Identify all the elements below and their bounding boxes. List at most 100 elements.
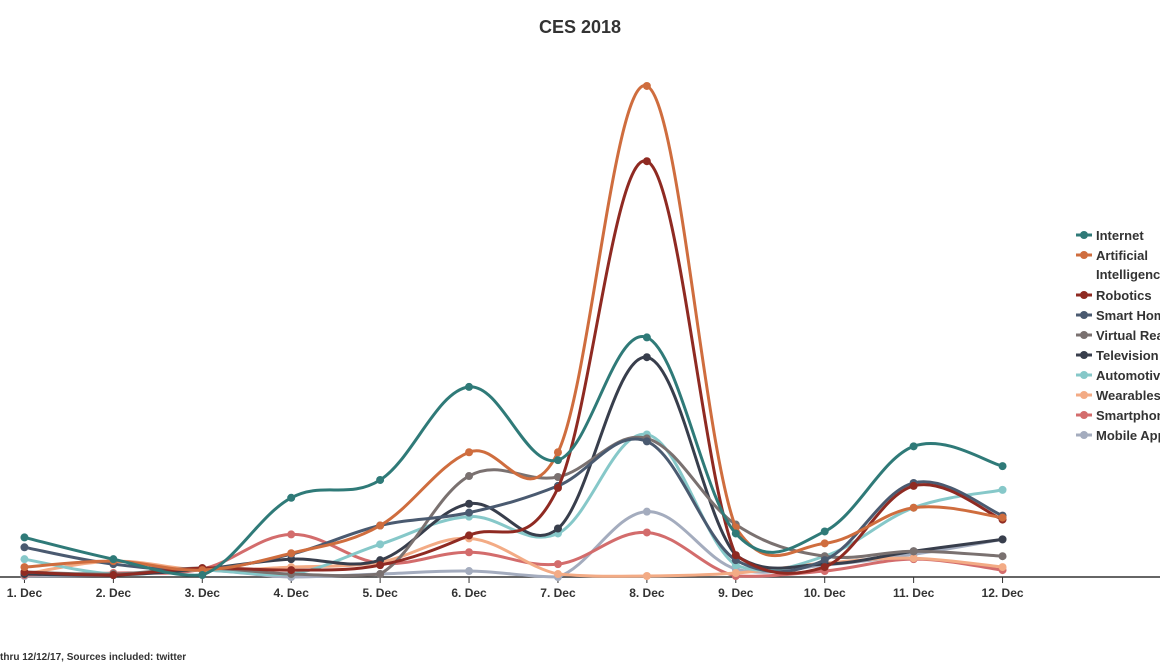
data-point[interactable] <box>642 81 651 90</box>
legend-symbol-marker <box>1080 371 1088 379</box>
data-point[interactable] <box>998 563 1007 572</box>
data-point[interactable] <box>731 569 740 578</box>
data-point[interactable] <box>998 485 1007 494</box>
data-point[interactable] <box>820 539 829 548</box>
x-tick-label: 9. Dec <box>718 586 754 600</box>
data-point[interactable] <box>20 533 29 542</box>
legend-item-wearables[interactable]: Wearables <box>1076 388 1160 403</box>
data-point[interactable] <box>287 549 296 558</box>
series-layer <box>20 81 1007 581</box>
data-point[interactable] <box>553 456 562 465</box>
data-point[interactable] <box>553 560 562 569</box>
legend-symbol-marker <box>1080 391 1088 399</box>
data-point[interactable] <box>998 535 1007 544</box>
legend-label: Wearables <box>1096 388 1160 403</box>
data-point[interactable] <box>642 353 651 362</box>
series-robotics <box>20 157 1007 580</box>
legend-label: Smartphones <box>1096 408 1160 423</box>
data-point[interactable] <box>909 547 918 556</box>
legend-item-internet[interactable]: Internet <box>1076 228 1144 243</box>
data-point[interactable] <box>465 448 474 457</box>
data-point[interactable] <box>287 566 296 575</box>
data-point[interactable] <box>553 524 562 533</box>
chart-title: CES 2018 <box>539 17 621 37</box>
data-point[interactable] <box>376 561 385 570</box>
legend-item-automotive[interactable]: Automotive <box>1076 368 1160 383</box>
series-smart-home <box>20 437 1007 574</box>
data-point[interactable] <box>465 472 474 481</box>
data-point[interactable] <box>642 157 651 166</box>
legend-symbol-marker <box>1080 331 1088 339</box>
legend-label: Virtual Reality <box>1096 328 1160 343</box>
data-point[interactable] <box>287 530 296 539</box>
legend-label: Internet <box>1096 228 1144 243</box>
legend-symbol-marker <box>1080 411 1088 419</box>
data-point[interactable] <box>376 475 385 484</box>
legend[interactable]: Internet Artificial Intelligence Robotics Sm… <box>1076 228 1160 443</box>
x-tick-label: 2. Dec <box>96 586 132 600</box>
data-point[interactable] <box>553 473 562 482</box>
legend-symbol-marker <box>1080 231 1088 239</box>
legend-item-robotics[interactable]: Robotics <box>1076 288 1152 303</box>
data-point[interactable] <box>465 548 474 557</box>
data-point[interactable] <box>465 531 474 540</box>
series-television <box>20 353 1007 580</box>
legend-symbol-marker <box>1080 291 1088 299</box>
data-point[interactable] <box>642 437 651 446</box>
legend-label: Intelligence <box>1096 267 1160 282</box>
data-point[interactable] <box>553 448 562 457</box>
data-point[interactable] <box>553 483 562 492</box>
data-point[interactable] <box>820 556 829 565</box>
legend-label: Robotics <box>1096 288 1152 303</box>
data-point[interactable] <box>820 527 829 536</box>
data-point[interactable] <box>909 503 918 512</box>
data-point[interactable] <box>998 552 1007 561</box>
data-point[interactable] <box>642 333 651 342</box>
data-point[interactable] <box>909 442 918 451</box>
data-point[interactable] <box>553 570 562 579</box>
data-point[interactable] <box>642 528 651 537</box>
legend-symbol-marker <box>1080 431 1088 439</box>
legend-item-television[interactable]: Television <box>1076 348 1159 363</box>
data-point[interactable] <box>198 571 207 580</box>
data-point[interactable] <box>287 493 296 502</box>
legend-item-smartphones[interactable]: Smartphones <box>1076 408 1160 423</box>
data-point[interactable] <box>465 382 474 391</box>
data-point[interactable] <box>20 563 29 572</box>
legend-symbol-marker <box>1080 351 1088 359</box>
data-point[interactable] <box>109 571 118 580</box>
legend-item-mobile-apps[interactable]: Mobile Apps <box>1076 428 1160 443</box>
data-point[interactable] <box>820 563 829 572</box>
data-point[interactable] <box>376 540 385 549</box>
legend-item-artificial-intelligence[interactable]: Artificial Intelligence <box>1076 248 1160 282</box>
data-point[interactable] <box>376 521 385 530</box>
data-point[interactable] <box>642 572 651 581</box>
legend-item-smart-home[interactable]: Smart Home <box>1076 308 1160 323</box>
data-point[interactable] <box>465 567 474 576</box>
data-point[interactable] <box>731 551 740 560</box>
x-tick-label: 11. Dec <box>893 586 935 600</box>
legend-label: Smart Home <box>1096 308 1160 323</box>
data-point[interactable] <box>909 554 918 563</box>
legend-label: Artificial <box>1096 248 1148 263</box>
data-point[interactable] <box>731 529 740 538</box>
legend-symbol-marker <box>1080 311 1088 319</box>
x-tick-label: 10. Dec <box>804 586 846 600</box>
data-point[interactable] <box>20 543 29 552</box>
data-point[interactable] <box>909 481 918 490</box>
series-virtual-reality <box>20 434 1007 579</box>
legend-item-virtual-reality[interactable]: Virtual Reality <box>1076 328 1160 343</box>
data-point[interactable] <box>998 462 1007 471</box>
data-point[interactable] <box>998 513 1007 522</box>
data-point[interactable] <box>376 570 385 579</box>
legend-symbol-marker <box>1080 251 1088 259</box>
legend-label: Mobile Apps <box>1096 428 1160 443</box>
data-point[interactable] <box>642 507 651 516</box>
data-point[interactable] <box>20 555 29 564</box>
data-point[interactable] <box>465 508 474 517</box>
data-point[interactable] <box>465 499 474 508</box>
legend-label: Television <box>1096 348 1159 363</box>
x-axis: 1. Dec 2. Dec 3. Dec 4. Dec 5. Dec 6. Dec 7. D… <box>0 576 1160 600</box>
data-point[interactable] <box>109 555 118 564</box>
